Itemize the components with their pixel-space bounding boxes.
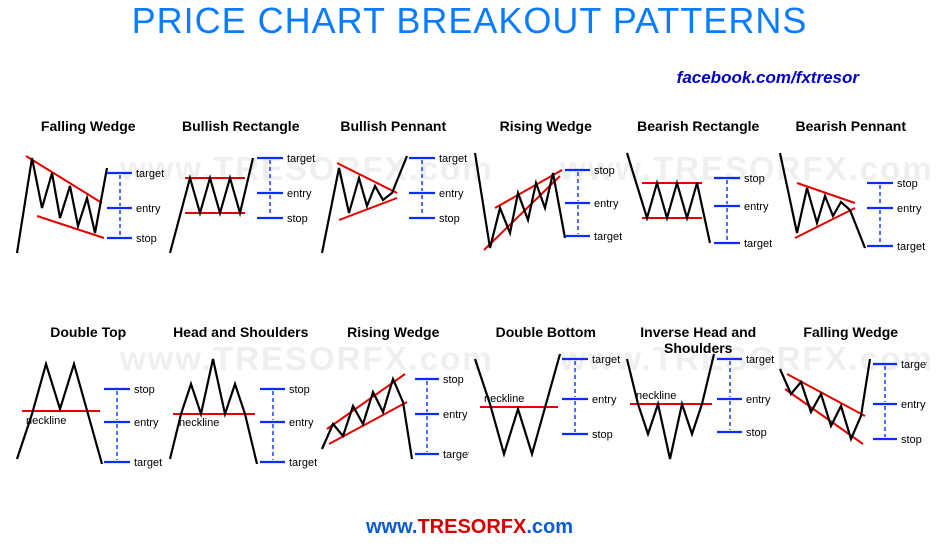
pattern-name: Rising Wedge xyxy=(470,118,623,134)
pattern-cell: Double Bottom target entry stop neckline xyxy=(470,324,623,504)
level-label: entry xyxy=(439,188,464,200)
level-label: target xyxy=(897,241,925,253)
pattern-name: Head and Shoulders xyxy=(165,324,318,340)
page-title: PRICE CHART BREAKOUT PATTERNS xyxy=(0,0,939,42)
pattern-svg: stop entry target neckline xyxy=(12,344,164,484)
price-line xyxy=(170,158,253,253)
pattern-name: Double Bottom xyxy=(470,324,623,340)
level-label: target xyxy=(901,359,927,371)
neckline-label: neckline xyxy=(636,390,676,402)
level-label: entry xyxy=(901,399,926,411)
level-label: target xyxy=(134,457,162,469)
neckline-label: neckline xyxy=(179,417,219,429)
pattern-name: Bearish Rectangle xyxy=(622,118,775,134)
trend-line xyxy=(337,163,397,193)
level-label: stop xyxy=(287,213,308,225)
level-label: stop xyxy=(897,178,918,190)
level-label: stop xyxy=(439,213,460,225)
footer-url[interactable]: www.TRESORFX.com xyxy=(0,516,939,539)
level-label: entry xyxy=(897,203,922,215)
pattern-cell: Bullish Rectangle target entry stop xyxy=(165,118,318,298)
neckline-label: neckline xyxy=(26,415,66,427)
pattern-name: Rising Wedge xyxy=(317,324,470,340)
price-line xyxy=(322,156,407,253)
level-label: entry xyxy=(443,409,468,421)
pattern-cell: Head and Shoulders stop entry target necklin… xyxy=(165,324,318,504)
trend-line xyxy=(795,208,855,238)
pattern-name: Falling Wedge xyxy=(775,324,928,340)
pattern-cell: Rising Wedge stop entry target xyxy=(470,118,623,298)
level-label: entry xyxy=(744,201,769,213)
pattern-name: Bearish Pennant xyxy=(775,118,928,134)
pattern-svg: target entry stop xyxy=(12,138,164,278)
neckline-label: neckline xyxy=(484,393,524,405)
pattern-svg: stop entry target xyxy=(317,344,469,484)
pattern-svg: stop entry target xyxy=(622,138,774,278)
price-line xyxy=(627,153,710,243)
price-line xyxy=(780,359,870,439)
pattern-cell: Falling Wedge target entry stop xyxy=(12,118,165,298)
level-label: stop xyxy=(136,233,157,245)
pattern-cell: Double Top stop entry target neckline xyxy=(12,324,165,504)
level-label: target xyxy=(136,168,164,180)
level-label: stop xyxy=(901,434,922,446)
level-label: stop xyxy=(744,173,765,185)
price-line xyxy=(475,153,565,248)
price-line xyxy=(627,354,714,459)
pattern-svg: target entry stop neckline xyxy=(622,344,774,484)
level-label: target xyxy=(744,238,772,250)
pattern-name: Falling Wedge xyxy=(12,118,165,134)
level-label: entry xyxy=(136,203,161,215)
level-label: entry xyxy=(592,394,617,406)
pattern-svg: stop entry target neckline xyxy=(165,344,317,484)
level-label: target xyxy=(443,449,469,461)
pattern-cell: Rising Wedge stop entry target xyxy=(317,324,470,504)
trend-line xyxy=(484,176,560,250)
level-label: target xyxy=(439,153,467,165)
level-label: entry xyxy=(287,188,312,200)
patterns-grid: Falling WedgetargetentrystopBullish Rect… xyxy=(12,118,927,504)
pattern-svg: stop entry target xyxy=(775,138,927,278)
level-label: stop xyxy=(592,429,613,441)
pattern-name: Bullish Pennant xyxy=(317,118,470,134)
level-label: stop xyxy=(289,384,310,396)
price-line xyxy=(17,158,107,253)
level-label: entry xyxy=(134,417,159,429)
footer-dot: .com xyxy=(526,516,573,538)
price-line xyxy=(170,359,257,464)
footer-www: www. xyxy=(366,516,417,538)
pattern-svg: target entry stop xyxy=(165,138,317,278)
pattern-cell: Bearish Pennant stop entry target xyxy=(775,118,928,298)
level-label: entry xyxy=(594,198,619,210)
level-label: stop xyxy=(134,384,155,396)
subtitle-link[interactable]: facebook.com/fxtresor xyxy=(677,68,859,88)
pattern-name: Bullish Rectangle xyxy=(165,118,318,134)
price-line xyxy=(17,364,102,464)
level-label: target xyxy=(289,457,317,469)
level-label: target xyxy=(287,153,315,165)
pattern-cell: Bullish Pennant target entry stop xyxy=(317,118,470,298)
level-label: target xyxy=(592,354,620,366)
level-label: target xyxy=(746,354,774,366)
pattern-name: Double Top xyxy=(12,324,165,340)
level-label: entry xyxy=(746,394,771,406)
pattern-cell: Bearish Rectangle stop entry target xyxy=(622,118,775,298)
pattern-svg: target entry stop xyxy=(775,344,927,484)
pattern-svg: stop entry target xyxy=(470,138,622,278)
level-label: stop xyxy=(594,165,615,177)
pattern-svg: target entry stop xyxy=(317,138,469,278)
price-line xyxy=(322,379,412,459)
level-label: stop xyxy=(443,374,464,386)
price-line xyxy=(780,153,865,248)
footer-brand: TRESORFX xyxy=(417,516,526,538)
level-label: target xyxy=(594,231,622,243)
pattern-cell: Inverse Head and Shoulderstargetentrysto… xyxy=(622,324,775,504)
pattern-cell: Falling Wedge target entry stop xyxy=(775,324,928,504)
pattern-svg: target entry stop neckline xyxy=(470,344,622,484)
level-label: stop xyxy=(746,427,767,439)
level-label: entry xyxy=(289,417,314,429)
